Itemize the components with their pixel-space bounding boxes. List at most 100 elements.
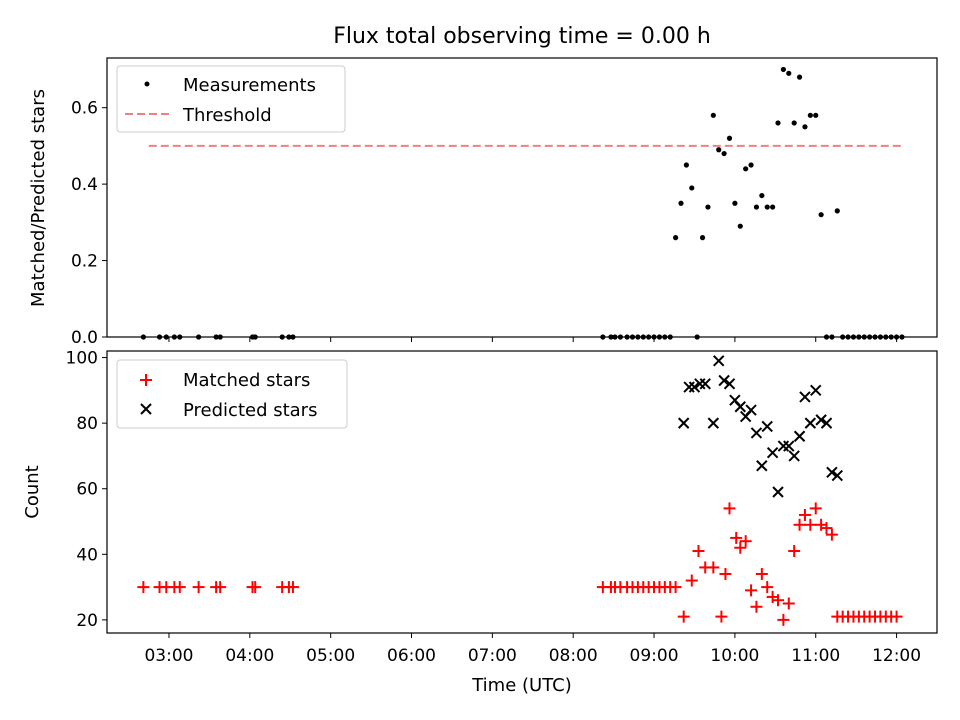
matched-star-point: [734, 541, 747, 554]
bottom-ytick-label: 80: [76, 414, 98, 434]
measurement-point: [834, 208, 840, 214]
measurement-point: [813, 112, 819, 118]
bottom-xtick-label: 04:00: [225, 646, 274, 666]
predicted-star-point: [723, 378, 736, 390]
matched-star-point: [249, 581, 262, 594]
predicted-star-point: [713, 355, 725, 367]
top-axes-frame: [106, 57, 938, 338]
matched-star-point: [782, 597, 795, 610]
matched-star-point: [286, 581, 299, 594]
matched-star-point: [677, 610, 690, 623]
predicted-star-point: [783, 440, 795, 452]
measurement-point: [780, 66, 786, 73]
predicted-star-point: [826, 466, 838, 479]
matched-star-point: [788, 545, 801, 558]
matched-star-point: [820, 522, 833, 535]
measurement-point: [748, 162, 754, 168]
predicted-star-point: [804, 417, 817, 429]
legend-predicted-label: Predicted stars: [183, 400, 317, 421]
bottom-xtick-label: 12:00: [872, 646, 921, 666]
bottom-ytick-label: 60: [76, 480, 98, 500]
measurement-point: [753, 204, 760, 210]
top-panel: 0.0 0.2 0.4 0.6 Matched/Predicted stars Mea…: [28, 57, 938, 348]
bottom-ytick-label: 40: [76, 545, 98, 565]
predicted-star-point: [766, 446, 779, 459]
matched-star-point: [777, 613, 790, 626]
predicted-star-point: [831, 469, 843, 482]
predicted-star-point: [750, 427, 763, 439]
bottom-panel: 20 40 60 80 100 03:00 04:00 05:00 06:00 07:00 08:…: [22, 349, 938, 696]
bottom-ytick-label: 20: [76, 611, 98, 631]
predicted-star-point: [707, 417, 720, 429]
measurement-point: [791, 120, 797, 126]
legend-matched-marker: [140, 374, 152, 386]
measurement-point: [737, 223, 743, 229]
matched-star-point: [173, 581, 186, 594]
legend-matched-label: Matched stars: [183, 370, 310, 391]
top-ytick-label: 0.2: [71, 252, 98, 272]
bottom-xtick-label: 03:00: [144, 646, 193, 666]
measurement-point: [770, 204, 776, 210]
matched-star-point: [692, 545, 705, 558]
predicted-star-point: [718, 374, 730, 387]
bottom-legend-box: [116, 359, 348, 429]
chart-title: Flux total observing time = 0.00 h: [333, 24, 711, 49]
predicted-star-point: [820, 417, 833, 429]
predicted-star-point: [745, 404, 757, 416]
measurement-point: [786, 70, 792, 76]
measurement-point: [673, 235, 679, 241]
measurement-point: [743, 166, 749, 172]
legend-measurements-marker: [144, 81, 150, 87]
measurement-point: [683, 162, 689, 168]
matched-star-point: [890, 610, 903, 623]
matched-star-point: [715, 610, 728, 623]
measurement-point: [764, 204, 770, 210]
matched-star-point: [798, 508, 811, 521]
predicted-star-point: [810, 384, 822, 397]
predicted-star-point: [688, 381, 701, 393]
bottom-legend: Matched stars Predicted stars: [116, 359, 348, 429]
top-legend: Measurements Threshold: [116, 65, 346, 133]
top-ytick-label: 0.0: [71, 328, 98, 348]
bottom-ylabel: Count: [22, 465, 43, 518]
legend-predicted-marker: [140, 403, 152, 415]
measurement-point: [802, 124, 808, 130]
bottom-xtick-label: 07:00: [468, 646, 517, 666]
predicted-star-point: [699, 378, 711, 390]
predicted-star-point: [761, 420, 773, 433]
matched-star-point: [804, 518, 817, 531]
matched-star-point: [772, 594, 785, 607]
predicted-star-point: [815, 414, 827, 426]
measurement-point: [807, 112, 813, 118]
measurement-point: [721, 150, 727, 157]
matched-star-point: [137, 581, 150, 594]
matched-star-point: [825, 528, 838, 541]
top-ytick-label: 0.6: [71, 99, 98, 119]
top-ytick-label: 0.4: [71, 175, 98, 195]
top-legend-box: [116, 65, 346, 133]
predicted-star-point: [799, 391, 811, 403]
measurement-point: [796, 74, 803, 80]
matched-star-point: [685, 574, 698, 587]
matched-star-point: [761, 581, 774, 594]
matched-star-point: [745, 584, 758, 597]
bottom-xtick-label: 06:00: [387, 646, 436, 666]
predicted-star-point: [772, 486, 784, 498]
predicted-star-point: [677, 417, 690, 429]
measurement-point: [699, 235, 706, 241]
measurement-point: [716, 147, 722, 153]
matched-star-point: [669, 581, 682, 594]
bottom-axes-frame: [106, 350, 938, 634]
matched-star-point: [723, 502, 736, 515]
measurement-point: [775, 120, 781, 126]
bottom-xtick-label: 05:00: [306, 646, 355, 666]
bottom-xtick-label: 09:00: [630, 646, 679, 666]
measurement-point: [818, 212, 824, 218]
measurement-point: [710, 112, 716, 118]
matched-star-point: [750, 600, 763, 613]
measurement-point: [689, 185, 695, 191]
bottom-ytick-label: 100: [66, 349, 98, 369]
measurement-point: [726, 135, 733, 141]
measurement-point: [678, 200, 684, 206]
legend-measurements-label: Measurements: [183, 75, 316, 96]
